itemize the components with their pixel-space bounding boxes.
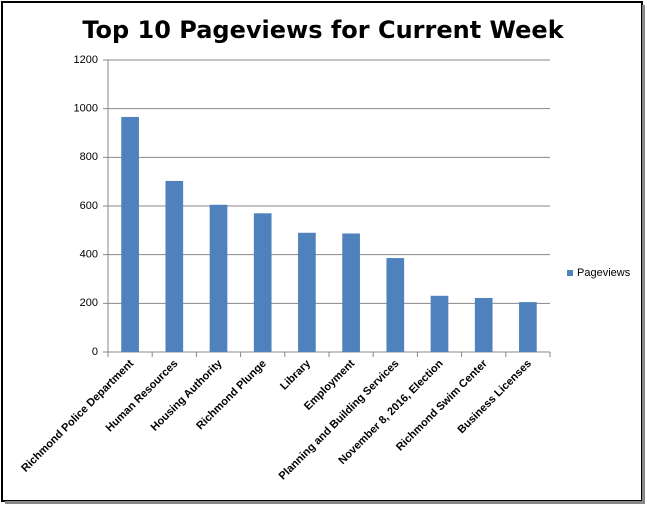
y-tick-label: 1000 xyxy=(74,103,98,115)
chart-title: Top 10 Pageviews for Current Week xyxy=(82,16,564,44)
bar xyxy=(209,204,228,352)
y-tick-label: 400 xyxy=(80,249,98,261)
bar xyxy=(430,295,449,352)
y-tick-label: 200 xyxy=(80,297,98,309)
legend-label: Pageviews xyxy=(577,267,631,279)
bar xyxy=(121,116,139,352)
y-tick-label: 0 xyxy=(92,346,98,358)
y-tick-label: 800 xyxy=(80,151,98,163)
bar xyxy=(342,233,360,352)
bar xyxy=(298,232,316,352)
bar xyxy=(165,180,184,352)
legend-swatch xyxy=(567,270,573,276)
bar xyxy=(253,213,272,352)
shadow xyxy=(5,501,645,504)
y-tick-label: 600 xyxy=(80,200,98,212)
bar xyxy=(474,297,493,352)
bar xyxy=(386,258,405,352)
y-tick-label: 1200 xyxy=(74,54,98,66)
shadow xyxy=(642,5,645,504)
bar xyxy=(519,302,537,352)
